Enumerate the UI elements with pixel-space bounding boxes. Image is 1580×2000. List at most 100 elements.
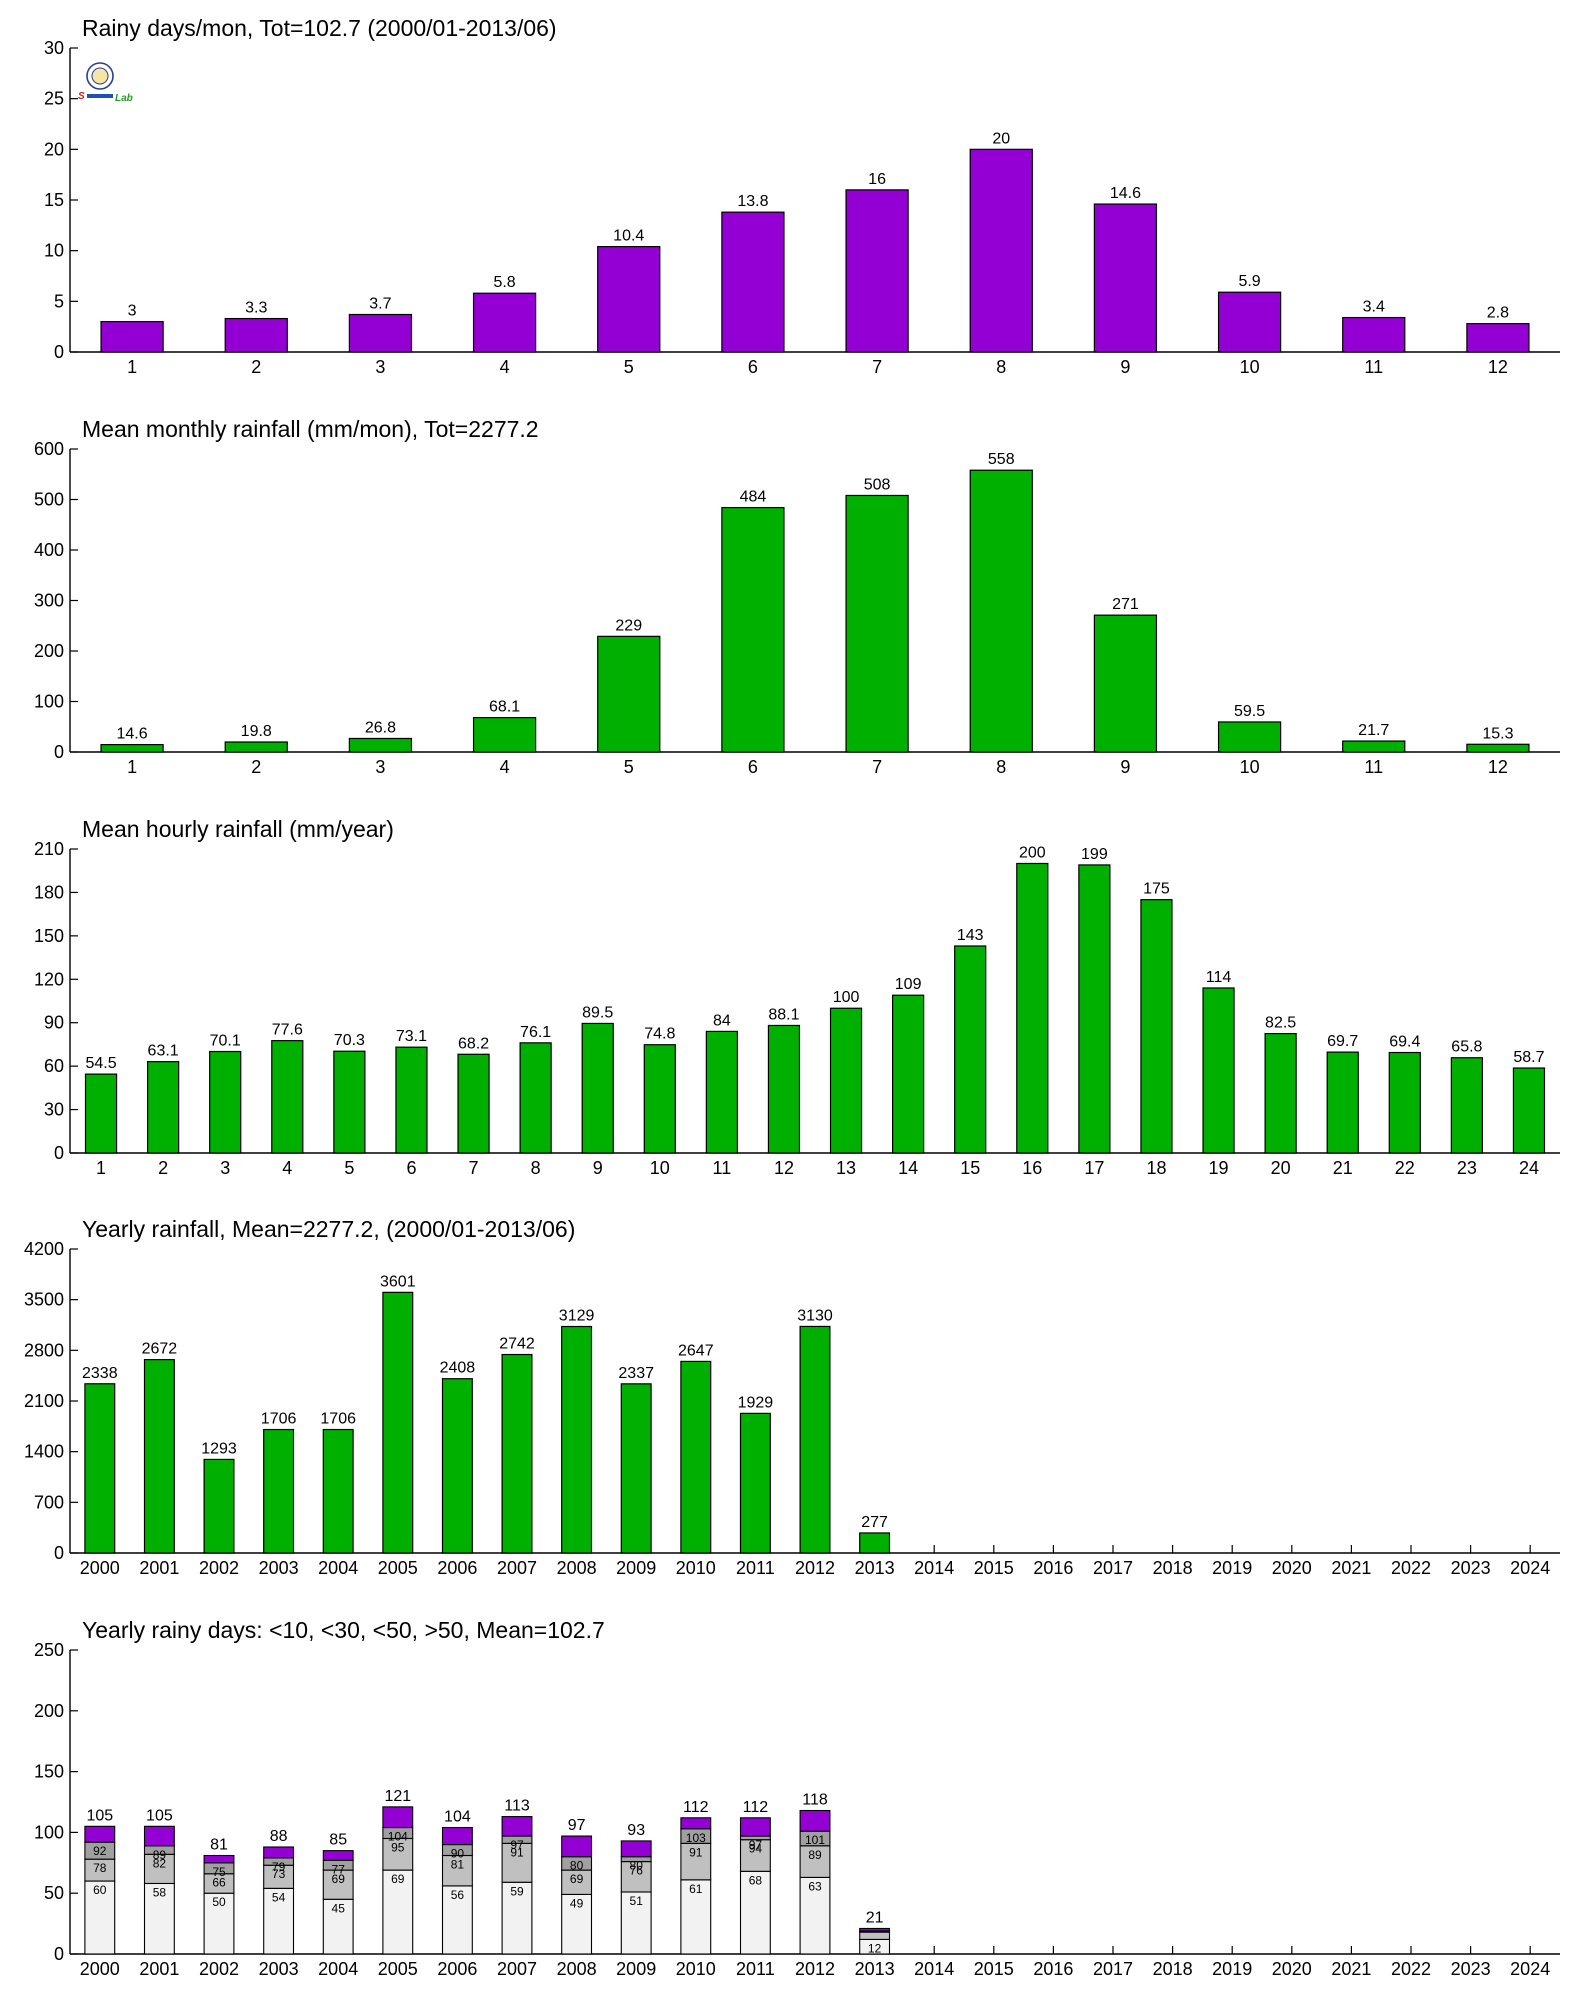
bar-segment-total (859, 1927, 891, 1932)
y-tick-label: 300 (34, 591, 64, 611)
bar (969, 148, 1033, 353)
y-tick-label: 0 (54, 742, 64, 762)
bar (1217, 291, 1282, 353)
x-tick-label: 2006 (437, 1558, 477, 1578)
bar-segment-lt30 (859, 1931, 891, 1940)
data-label: 14.6 (1110, 185, 1141, 202)
data-label: 3129 (559, 1308, 595, 1325)
segment-label-lt30: 78 (93, 1861, 107, 1875)
segment-label-lt50: 101 (805, 1833, 825, 1847)
chart-panel-1: Rainy days/mon, Tot=102.7 (2000/01-2013/… (44, 15, 1560, 377)
data-label: 104 (444, 1809, 471, 1826)
logo-text-b: Lab (115, 93, 133, 104)
x-tick-label: 2014 (914, 1558, 954, 1578)
x-tick-label: 2015 (974, 1558, 1014, 1578)
x-tick-label: 2005 (378, 1558, 418, 1578)
x-tick-label: 2009 (616, 1959, 656, 1979)
bar (581, 1022, 614, 1154)
y-tick-label: 210 (34, 839, 64, 859)
data-label: 3601 (380, 1273, 416, 1290)
y-tick-label: 120 (34, 969, 64, 989)
bar-segment-lt30 (680, 1842, 712, 1881)
data-label: 68.2 (458, 1035, 489, 1052)
bar (1016, 862, 1049, 1154)
segment-label-lt30: 82 (153, 1856, 167, 1870)
x-tick-label: 1 (127, 357, 137, 377)
data-label: 2338 (82, 1365, 118, 1382)
data-label: 3.3 (245, 300, 267, 317)
data-label: 271 (1112, 596, 1139, 613)
data-label: 118 (802, 1792, 828, 1809)
bar (721, 506, 785, 753)
y-tick-label: 400 (34, 540, 64, 560)
data-label: 508 (864, 476, 891, 493)
bar (224, 317, 288, 353)
segment-label-lt50: 104 (388, 1830, 408, 1844)
x-tick-label: 22 (1395, 1158, 1415, 1178)
x-tick-label: 2 (251, 757, 261, 777)
bar-segment-lt30 (501, 1842, 533, 1883)
bar-segment-lt10 (739, 1870, 771, 1955)
x-tick-label: 6 (748, 757, 758, 777)
data-label: 13.8 (737, 193, 768, 210)
data-label: 112 (743, 1799, 769, 1816)
bar (209, 1050, 242, 1154)
y-tick-label: 1400 (24, 1442, 64, 1462)
x-tick-label: 5 (344, 1158, 354, 1178)
x-tick-label: 7 (872, 357, 882, 377)
data-label: 114 (1206, 969, 1232, 986)
y-tick-label: 0 (54, 342, 64, 362)
x-tick-label: 7 (469, 1158, 479, 1178)
data-label: 59.5 (1234, 703, 1265, 720)
x-tick-label: 2003 (259, 1959, 299, 1979)
segment-label-lt10: 51 (630, 1894, 644, 1908)
y-tick-label: 0 (54, 1543, 64, 1563)
bar (829, 1007, 863, 1154)
x-tick-label: 2019 (1212, 1558, 1252, 1578)
x-tick-label: 2024 (1510, 1558, 1550, 1578)
data-label: 54.5 (85, 1055, 116, 1072)
segment-label-lt50: 75 (212, 1865, 226, 1879)
segment-label-lt30: 66 (212, 1876, 226, 1890)
x-tick-label: 2010 (676, 1959, 716, 1979)
logo-text-a: S (78, 91, 85, 102)
data-label: 19.8 (241, 723, 272, 740)
segment-label-lt10: 58 (153, 1885, 167, 1899)
segment-label-lt50: 90 (451, 1847, 465, 1861)
data-label: 1706 (261, 1411, 297, 1428)
segment-label-lt30: 73 (272, 1867, 286, 1881)
data-label: 20 (992, 130, 1010, 147)
x-tick-label: 19 (1209, 1158, 1229, 1178)
x-tick-label: 13 (836, 1158, 856, 1178)
x-tick-label: 2014 (914, 1959, 954, 1979)
data-label: 76.1 (520, 1024, 551, 1041)
bar (263, 1428, 295, 1554)
segment-label-lt30: 69 (570, 1872, 584, 1886)
bar (969, 469, 1033, 753)
x-tick-label: 1 (96, 1158, 106, 1178)
segment-label-lt50: 89 (153, 1848, 167, 1862)
x-tick-label: 2016 (1033, 1959, 1073, 1979)
x-tick-label: 12 (1488, 357, 1508, 377)
x-tick-label: 2011 (736, 1959, 775, 1979)
x-tick-label: 2020 (1272, 1558, 1312, 1578)
bar-segment-lt10 (501, 1881, 533, 1955)
bar (333, 1050, 366, 1154)
x-tick-label: 1 (127, 757, 137, 777)
x-tick-label: 8 (996, 357, 1006, 377)
bar (1140, 899, 1173, 1154)
y-tick-label: 100 (34, 692, 64, 712)
x-tick-label: 2012 (795, 1959, 835, 1979)
chart-title: Rainy days/mon, Tot=102.7 (2000/01-2013/… (82, 15, 557, 41)
bar-segment-total (620, 1840, 652, 1858)
bar (597, 246, 661, 353)
bar-segment-lt30 (620, 1861, 652, 1893)
y-tick-label: 30 (44, 1100, 64, 1120)
y-tick-label: 15 (44, 190, 64, 210)
data-label: 105 (146, 1807, 173, 1824)
bar (892, 994, 925, 1154)
y-tick-label: 500 (34, 490, 64, 510)
x-tick-label: 4 (282, 1158, 292, 1178)
bar (1466, 743, 1530, 753)
bar-segment-total (84, 1825, 116, 1843)
